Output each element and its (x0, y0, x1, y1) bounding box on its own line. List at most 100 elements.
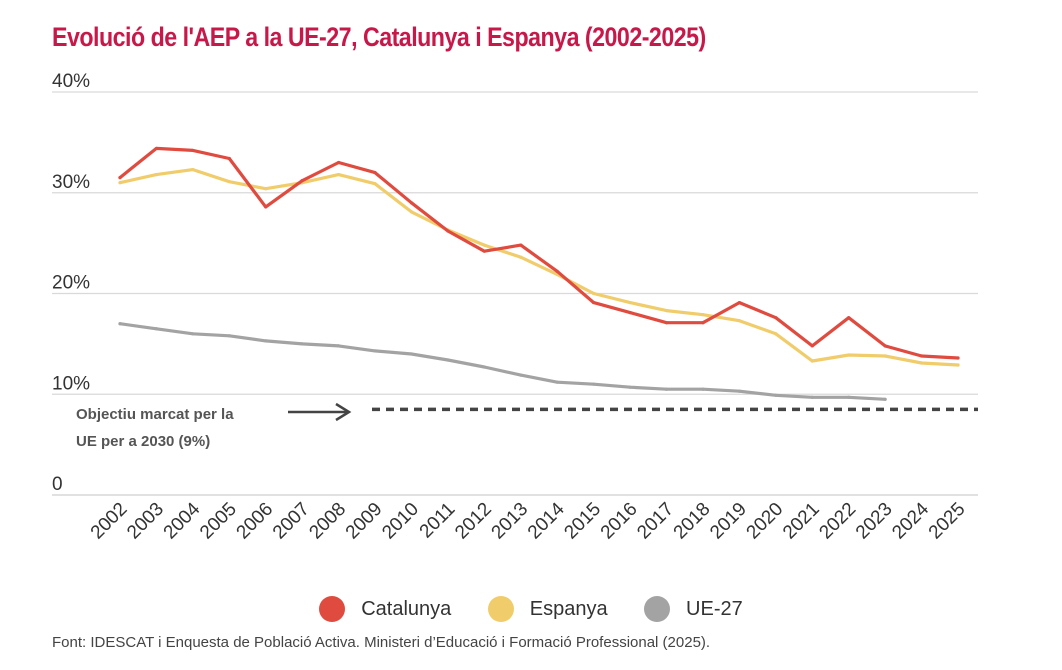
y-axis-ticks: 0 10% 20% 30% 40% (52, 71, 90, 495)
arrow-right-icon (288, 402, 352, 422)
data-point (264, 339, 268, 343)
data-point (555, 380, 559, 384)
x-tick-label: 2002 (87, 499, 132, 544)
x-tick-label: 2012 (451, 499, 496, 544)
data-point (774, 316, 778, 320)
data-point (446, 229, 450, 233)
legend-item-catalunya: Catalunya (319, 596, 451, 622)
target-note-line-1: Objectiu marcat per la (76, 406, 234, 423)
data-point (409, 201, 414, 205)
y-tick-label: 40% (52, 71, 90, 92)
x-tick-label: 2024 (888, 498, 933, 543)
data-point (519, 243, 523, 247)
data-point (847, 353, 851, 357)
data-point (919, 361, 924, 365)
data-point (810, 344, 814, 348)
legend-swatch-catalunya (319, 596, 346, 622)
x-tick-label: 2008 (305, 499, 350, 544)
legend-swatch-ue27 (644, 596, 671, 622)
data-point (154, 173, 159, 177)
data-point (592, 382, 596, 386)
data-point (701, 321, 705, 325)
data-point (628, 300, 632, 305)
series-line-espanya (118, 168, 960, 367)
data-point (482, 243, 486, 247)
legend-label-espanya: Espanya (529, 597, 608, 620)
data-point (191, 167, 195, 172)
data-point (227, 156, 231, 161)
data-point (264, 187, 268, 191)
data-point (774, 393, 778, 397)
x-tick-label: 2015 (560, 499, 605, 544)
data-point (118, 176, 122, 180)
legend-item-espanya: Espanya (487, 596, 608, 622)
x-tick-label: 2007 (269, 499, 314, 544)
x-tick-label: 2009 (342, 499, 387, 544)
x-tick-label: 2025 (925, 499, 970, 544)
data-point (154, 146, 159, 151)
data-point (373, 182, 377, 186)
data-point (409, 210, 414, 214)
x-tick-label: 2020 (743, 499, 788, 544)
data-point (118, 322, 122, 326)
data-point (664, 387, 669, 391)
x-tick-label: 2016 (597, 499, 642, 544)
x-tick-label: 2011 (416, 499, 460, 543)
x-tick-label: 2022 (815, 499, 860, 544)
data-point (337, 344, 341, 348)
data-point (774, 332, 778, 336)
data-point (118, 181, 122, 185)
chart-title: Evolució de l'AEP a la UE-27, Catalunya … (52, 22, 706, 52)
series-line-ue27 (118, 322, 887, 401)
data-point (337, 160, 341, 165)
data-point (592, 300, 596, 305)
y-tick-label: 0 (52, 474, 63, 495)
data-point (191, 148, 195, 153)
data-point (883, 354, 887, 358)
data-point (337, 173, 341, 177)
data-point (737, 319, 741, 323)
data-point (628, 385, 632, 389)
x-tick-label: 2014 (524, 498, 569, 543)
data-point (227, 334, 231, 338)
data-point (737, 300, 741, 305)
data-point (847, 395, 851, 399)
data-point (664, 321, 669, 325)
data-point (373, 349, 377, 353)
data-point (446, 358, 450, 362)
x-tick-label: 2017 (633, 499, 678, 544)
data-point (737, 389, 741, 393)
data-point (664, 309, 669, 313)
x-tick-label: 2013 (488, 499, 533, 544)
data-point (810, 395, 814, 399)
x-tick-label: 2003 (123, 499, 168, 544)
x-tick-label: 2006 (233, 499, 278, 544)
data-point (956, 356, 960, 360)
series-line-catalunya (118, 146, 960, 360)
line-chart: 010%20%30%40% 20022003200420052006200720… (52, 71, 978, 543)
data-point (154, 327, 159, 331)
data-point (701, 313, 705, 317)
data-point (409, 352, 414, 356)
data-point (519, 373, 523, 377)
data-point (628, 311, 632, 315)
gridlines (52, 91, 978, 496)
data-point (373, 171, 377, 175)
legend: Catalunya Espanya UE-27 (0, 596, 1062, 627)
data-point (519, 255, 523, 259)
x-tick-label: 2023 (852, 499, 897, 544)
x-axis-ticks: 2002200320042005200620072008200920102011… (87, 498, 970, 543)
legend-label-catalunya: Catalunya (361, 597, 452, 620)
target-annotation: Objectiu marcat per la UE per a 2030 (9%… (76, 402, 978, 450)
data-point (227, 180, 231, 184)
series-lines (118, 146, 960, 401)
y-tick-label: 30% (52, 172, 90, 193)
data-point (482, 365, 486, 369)
x-tick-label: 2019 (706, 499, 751, 544)
legend-label-ue27: UE-27 (686, 597, 743, 620)
x-tick-label: 2004 (160, 498, 205, 543)
legend-item-ue27: UE-27 (644, 596, 743, 622)
y-tick-label: 10% (52, 373, 90, 394)
data-point (847, 316, 851, 320)
data-point (592, 291, 596, 296)
